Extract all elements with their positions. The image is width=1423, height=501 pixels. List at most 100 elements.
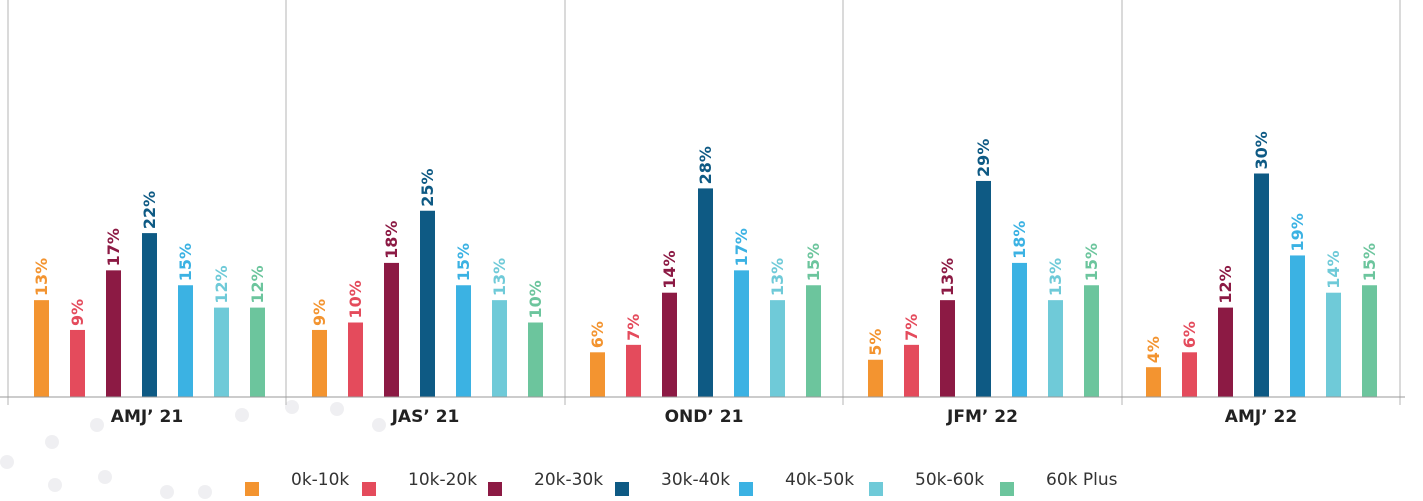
grouped-bar-chart: 13% 9% 17% 22% 15% 12% 12% 9% 10% 18% 25% 15% 13% 10%…	[0, 0, 1405, 427]
value-label: 12%	[1216, 265, 1235, 303]
bar-30k-40k-1	[420, 210, 435, 397]
bar-60k-plus-2	[806, 285, 821, 397]
value-label: 9%	[310, 299, 329, 326]
value-label: 25%	[418, 168, 437, 206]
value-label: 12%	[248, 265, 267, 303]
value-label: 14%	[660, 250, 679, 288]
legend-swatch	[615, 482, 629, 496]
bar-50k-60k-1	[492, 300, 507, 397]
value-label: 28%	[696, 146, 715, 184]
bar-40k-50k-2	[734, 270, 749, 397]
value-label: 13%	[490, 258, 509, 296]
decor-dot	[198, 485, 212, 499]
bar-30k-40k-4	[1254, 173, 1269, 397]
bar-20k-30k-4	[1218, 307, 1233, 397]
value-label: 6%	[588, 321, 607, 348]
value-label: 9%	[68, 299, 87, 326]
bar-20k-30k-3	[940, 300, 955, 397]
bar-40k-50k-3	[1012, 262, 1027, 397]
value-label: 17%	[732, 228, 751, 266]
bar-0k-10k-3	[868, 359, 883, 397]
value-label: 13%	[768, 258, 787, 296]
bar-60k-plus-0	[250, 307, 265, 397]
bar-10k-20k-4	[1182, 352, 1197, 397]
decor-dot	[45, 435, 59, 449]
legend-swatch	[362, 482, 376, 496]
value-label: 15%	[1082, 243, 1101, 281]
legend-label: 10k-20k	[408, 470, 478, 490]
value-label: 17%	[104, 228, 123, 266]
bars	[34, 173, 1377, 397]
decor-dot	[48, 478, 62, 492]
group-dividers	[7, 0, 1401, 405]
value-label: 15%	[804, 243, 823, 281]
bar-30k-40k-0	[142, 233, 157, 397]
bar-60k-plus-3	[1084, 285, 1099, 397]
value-label: 13%	[32, 258, 51, 296]
bar-30k-40k-2	[698, 188, 713, 397]
decor-dot	[330, 402, 344, 416]
legend-swatch	[488, 482, 502, 496]
decor-dot	[372, 418, 386, 432]
value-label: 15%	[176, 243, 195, 281]
value-label: 19%	[1288, 213, 1307, 251]
bar-10k-20k-0	[70, 329, 85, 397]
value-label: 10%	[526, 280, 545, 318]
category-label: OND’ 21	[665, 407, 744, 427]
legend-label: 50k-60k	[915, 470, 985, 490]
legend-label: 20k-30k	[534, 470, 604, 490]
legend-swatch	[869, 482, 883, 496]
category-labels: AMJ’ 21 JAS’ 21 OND’ 21 JFM’ 22 AMJ’ 22	[111, 407, 1297, 427]
decor-dot	[285, 400, 299, 414]
value-labels: 13% 9% 17% 22% 15% 12% 12% 9% 10% 18% 25% 15% 13% 10%…	[32, 131, 1379, 363]
legend-swatch	[245, 482, 259, 496]
value-label: 7%	[624, 314, 643, 341]
category-label: AMJ’ 22	[1225, 407, 1297, 427]
legend-label: 40k-50k	[785, 470, 855, 490]
value-label: 30%	[1252, 131, 1271, 169]
value-label: 15%	[454, 243, 473, 281]
bar-20k-30k-1	[384, 262, 399, 397]
decor-dot	[90, 418, 104, 432]
bar-60k-plus-4	[1362, 285, 1377, 397]
bar-20k-30k-0	[106, 270, 121, 397]
value-label: 18%	[1010, 221, 1029, 259]
legend-swatch	[739, 482, 753, 496]
legend-label: 30k-40k	[661, 470, 731, 490]
decor-dot	[98, 470, 112, 484]
legend-swatch	[1000, 482, 1014, 496]
legend-label: 0k-10k	[291, 470, 350, 490]
bar-40k-50k-4	[1290, 255, 1305, 397]
value-label: 13%	[938, 258, 957, 296]
bar-60k-plus-1	[528, 322, 543, 397]
category-label: JAS’ 21	[391, 407, 460, 427]
value-label: 10%	[346, 280, 365, 318]
legend: 0k-10k 10k-20k 20k-30k 30k-40k 40k-50k 5…	[0, 470, 1423, 500]
bar-40k-50k-0	[178, 285, 193, 397]
value-label: 12%	[212, 265, 231, 303]
decor-dot	[235, 408, 249, 422]
value-label: 14%	[1324, 250, 1343, 288]
bar-50k-60k-4	[1326, 292, 1341, 397]
bar-50k-60k-2	[770, 300, 785, 397]
category-label: JFM’ 22	[946, 407, 1018, 427]
legend-label: 60k Plus	[1046, 470, 1118, 490]
decor-dot	[160, 485, 174, 499]
bar-10k-20k-3	[904, 344, 919, 397]
bar-50k-60k-3	[1048, 300, 1063, 397]
bar-20k-30k-2	[662, 292, 677, 397]
value-label: 29%	[974, 139, 993, 177]
bar-10k-20k-1	[348, 322, 363, 397]
value-label: 18%	[382, 221, 401, 259]
value-label: 15%	[1360, 243, 1379, 281]
bar-0k-10k-2	[590, 352, 605, 397]
decor-dot	[0, 455, 14, 469]
value-label: 22%	[140, 191, 159, 229]
bar-10k-20k-2	[626, 344, 641, 397]
bar-0k-10k-1	[312, 329, 327, 397]
category-label: AMJ’ 21	[111, 407, 183, 427]
value-label: 4%	[1144, 336, 1163, 363]
bar-30k-40k-3	[976, 180, 991, 397]
value-label: 7%	[902, 314, 921, 341]
bar-40k-50k-1	[456, 285, 471, 397]
